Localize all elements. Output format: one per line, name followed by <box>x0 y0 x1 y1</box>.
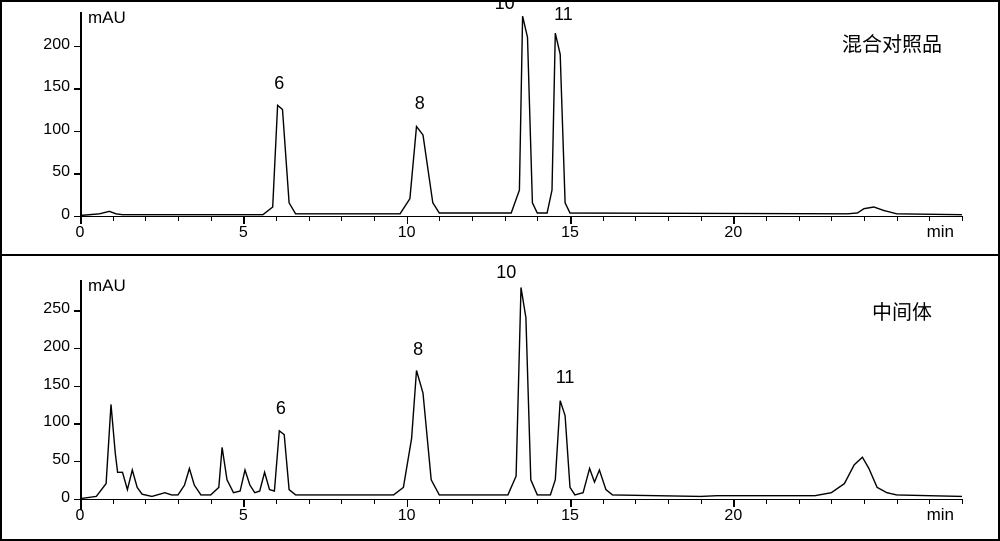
chromatogram-container: 050100150200mAU05101520min混合对照品681011050… <box>0 0 1000 541</box>
chromatogram-trace-bottom <box>80 280 962 510</box>
peak-label: 6 <box>266 398 296 419</box>
x-tick-label: 5 <box>228 224 258 242</box>
plot-area-top: 050100150200mAU05101520min混合对照品681011 <box>80 12 962 224</box>
plot-area-bottom: 050100150200250mAU05101520min中间体681011 <box>80 280 962 510</box>
peak-label: 10 <box>490 0 520 14</box>
y-tick-label: 0 <box>28 206 70 224</box>
peak-label: 11 <box>548 4 578 25</box>
peak-label: 10 <box>491 262 521 283</box>
y-tick-label: 100 <box>28 413 70 431</box>
x-tick-label: 0 <box>65 224 95 242</box>
chromatogram-trace-top <box>80 12 962 224</box>
x-tick-label: 15 <box>555 224 585 242</box>
y-tick-label: 200 <box>28 338 70 356</box>
x-tick-label: 20 <box>718 224 748 242</box>
y-tick-label: 50 <box>28 163 70 181</box>
x-tick-minor <box>962 216 963 221</box>
y-tick-label: 100 <box>28 121 70 139</box>
y-tick-label: 250 <box>28 300 70 318</box>
y-tick-label: 150 <box>28 376 70 394</box>
peak-label: 11 <box>550 367 580 388</box>
y-tick-label: 200 <box>28 36 70 54</box>
y-tick-label: 0 <box>28 489 70 507</box>
peak-label: 6 <box>264 73 294 94</box>
y-tick-label: 50 <box>28 451 70 469</box>
y-tick-label: 150 <box>28 78 70 96</box>
panel-divider <box>2 254 998 256</box>
peak-label: 8 <box>403 339 433 360</box>
x-tick-label: 10 <box>392 224 422 242</box>
x-tick-minor <box>962 499 963 504</box>
peak-label: 8 <box>405 93 435 114</box>
x-unit-label: min <box>927 222 954 242</box>
